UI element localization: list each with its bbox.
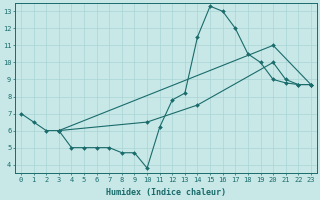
X-axis label: Humidex (Indice chaleur): Humidex (Indice chaleur) xyxy=(106,188,226,197)
